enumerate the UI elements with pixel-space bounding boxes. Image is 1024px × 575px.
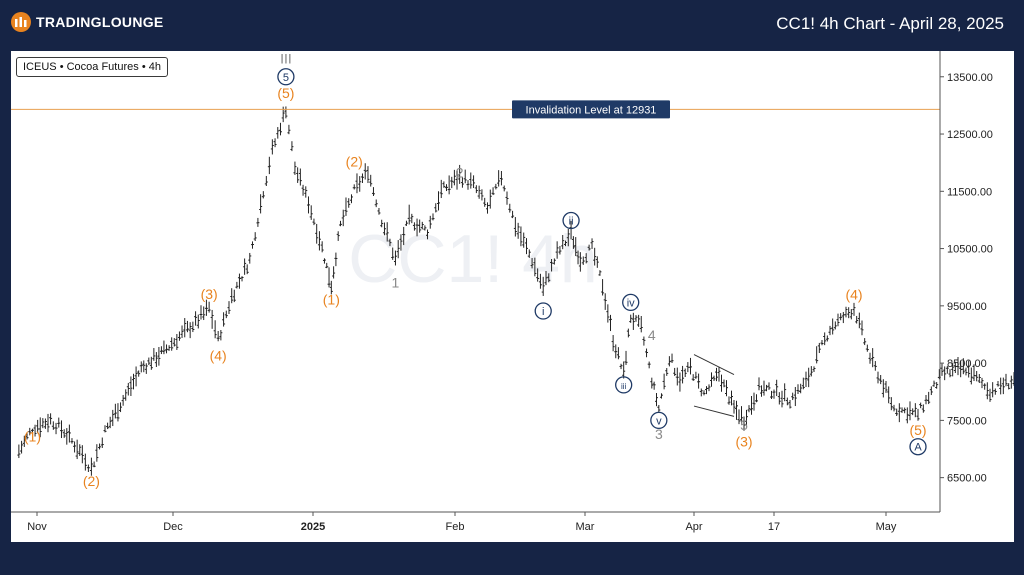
price-bars (17, 106, 1014, 476)
tradinglounge-logo: TRADINGLOUNGE (10, 11, 164, 33)
time-axis[interactable]: Nov Dec 2025 Feb Mar Apr 17 May (27, 512, 897, 533)
triangle-lower-line (693, 405, 735, 417)
wave-label: (5) (909, 422, 926, 438)
wave-label: (2) (83, 473, 100, 489)
wave-label: (1) (323, 292, 340, 308)
price-tick-label: 8500.00 (947, 358, 987, 370)
time-tick-label: Apr (685, 521, 702, 533)
price-tick-label: 12500.00 (947, 129, 993, 141)
wave-label-circle (909, 438, 927, 456)
wave-label: A (914, 442, 922, 454)
wave-label: 2 (456, 164, 464, 180)
price-chart[interactable]: CC1! 4h Invalidation Level at 12931 (1) (… (11, 51, 1014, 542)
wave-label: (3) (735, 434, 752, 450)
time-tick-label: Feb (446, 521, 465, 533)
contracting-triangle (693, 354, 735, 417)
wave-label: iv (627, 297, 635, 309)
price-axis[interactable]: 13500.00 12500.00 11500.00 10500.00 9500.00 8… (940, 72, 993, 485)
price-tick-label: 10500.00 (947, 244, 993, 256)
time-tick-label: Mar (576, 521, 595, 533)
wave-label: (4) (845, 286, 862, 302)
wave-label: III (280, 51, 292, 66)
invalidation-label: Invalidation Level at 12931 (526, 104, 657, 116)
wave-label-circle (277, 68, 295, 86)
wave-label: i (542, 306, 544, 318)
wave-label-circle (650, 411, 668, 430)
wave-label-circle (562, 211, 580, 230)
symbol-info-box[interactable]: ICEUS • Cocoa Futures • 4h (16, 57, 168, 77)
price-tick-label: 13500.00 (947, 72, 993, 84)
wave-label: (5) (277, 85, 294, 101)
symbol-name: Cocoa Futures (66, 61, 139, 73)
time-tick-label: Nov (27, 521, 47, 533)
logo-text: TRADINGLOUNGE (36, 14, 164, 30)
wave-label-circle (622, 293, 640, 312)
price-tick-label: 6500.00 (947, 473, 987, 485)
chart-title: CC1! 4h Chart - April 28, 2025 (776, 14, 1004, 33)
triangle-upper-line (693, 354, 735, 376)
separator-dot: • (59, 61, 64, 73)
wave-label: 1 (392, 274, 400, 290)
wave-label: 5 (283, 72, 289, 84)
wave-label: 4 (648, 327, 656, 343)
wave-label-circle (615, 376, 633, 394)
wave-label-circle (534, 302, 552, 320)
wave-label: (3) (201, 286, 218, 302)
wave-label: iii (621, 382, 627, 391)
wave-label: (4) (210, 348, 227, 364)
wave-label: ii (569, 216, 574, 228)
time-tick-label: Dec (163, 521, 183, 533)
header-bar: TRADINGLOUNGE CC1! 4h Chart - April 28, … (0, 0, 1024, 50)
time-tick-label: 2025 (301, 521, 325, 533)
chart-area[interactable]: CC1! 4h Invalidation Level at 12931 (1) (… (11, 51, 1014, 542)
wave-label: (1) (24, 428, 41, 444)
wave-label: 5 (740, 417, 748, 433)
price-tick-label: 9500.00 (947, 301, 987, 313)
invalidation-label-bg (512, 100, 670, 119)
chart-watermark: CC1! 4h (348, 221, 597, 297)
symbol-exchange: ICEUS (23, 61, 57, 73)
price-tick-label: 7500.00 (947, 415, 987, 427)
wave-label: 3 (655, 426, 663, 442)
price-tick-label: 11500.00 (947, 186, 992, 198)
symbol-interval: 4h (148, 61, 161, 73)
time-tick-label: 17 (768, 521, 780, 533)
wave-label: (2) (346, 154, 363, 170)
separator-dot: • (141, 61, 146, 73)
logo-icon (11, 12, 31, 32)
time-tick-label: May (876, 521, 897, 533)
wave-label: v (656, 415, 662, 427)
wave-labels: (1)(2)(3)(4)(5)5III(1)(2)12iiiiiiiv4v35(… (24, 51, 927, 489)
